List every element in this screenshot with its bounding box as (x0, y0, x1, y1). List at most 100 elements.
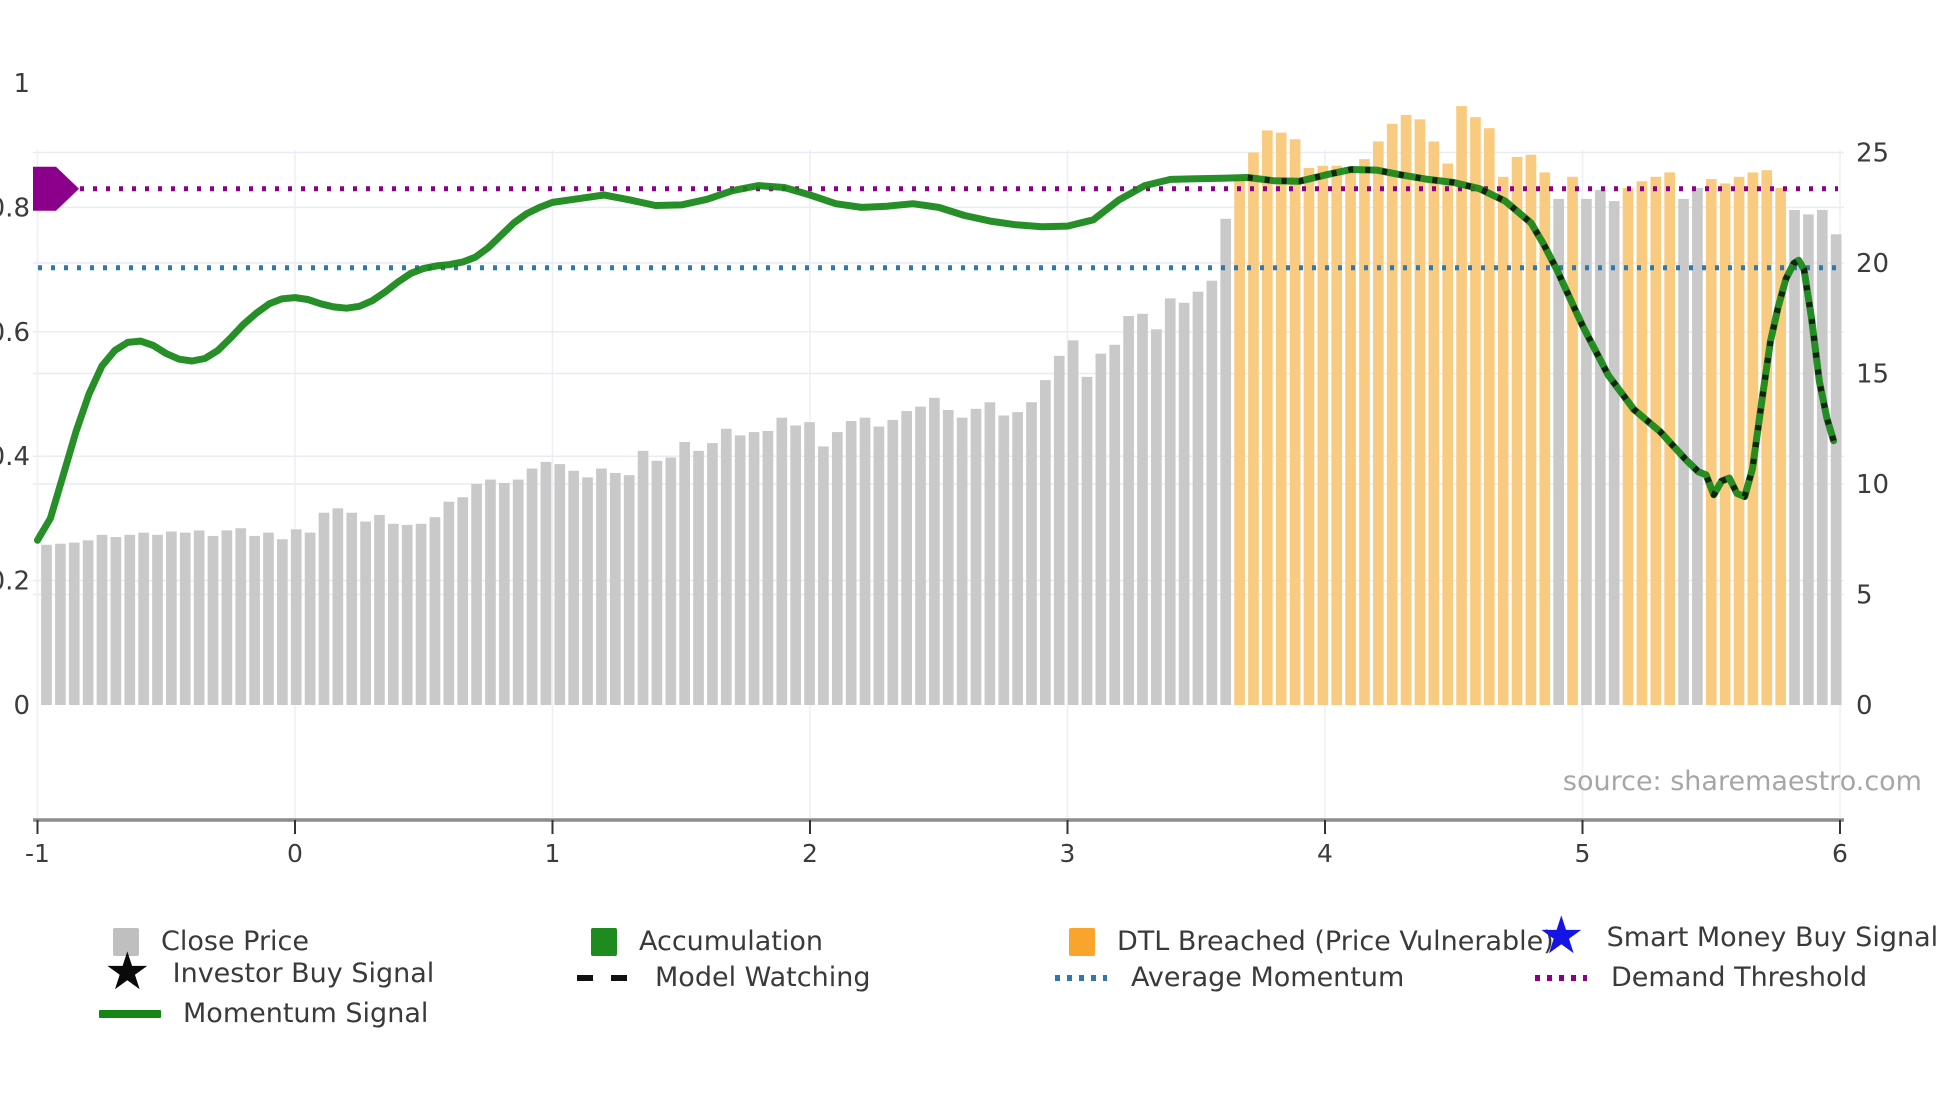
legend-item: Average Momentum (1053, 962, 1404, 993)
left-tick-label: 0.8 (0, 193, 30, 223)
bar-close-price (401, 524, 413, 705)
right-tick-label: 20 (1856, 249, 1889, 279)
bar-dtl-breached (1234, 176, 1245, 705)
bar-close-price (429, 517, 441, 705)
bar-close-price (55, 543, 66, 705)
bar-close-price (485, 479, 496, 705)
bar-close-price (96, 534, 108, 705)
bar-close-price (776, 417, 788, 705)
green-line-swatch (99, 1009, 161, 1018)
legend-item-label: Accumulation (639, 926, 823, 957)
legend-item: Model Watching (575, 962, 870, 993)
bar-dtl-breached (1345, 170, 1356, 705)
bar-close-price (1067, 340, 1079, 705)
bar-close-price (1123, 316, 1134, 705)
bar-dtl-breached (1650, 176, 1662, 705)
bar-close-price (235, 528, 247, 705)
bar-close-price (804, 422, 815, 705)
bar-close-price (651, 460, 663, 705)
bar-close-price (68, 542, 80, 705)
bar-close-price (1164, 298, 1176, 705)
bar-close-price (665, 457, 677, 705)
bar-dtl-breached (1414, 119, 1426, 706)
bar-close-price (1553, 198, 1565, 705)
bar-close-price (762, 430, 774, 705)
x-tick-label: -1 (25, 839, 50, 868)
bar-close-price (582, 477, 593, 705)
bar-close-price (720, 428, 732, 705)
left-tick-label: 0.6 (0, 318, 30, 348)
bar-close-price (859, 417, 871, 705)
bar-close-price (942, 409, 954, 705)
bar-dtl-breached (1248, 152, 1259, 705)
bar-close-price (82, 540, 94, 705)
x-tick-label: 5 (1575, 839, 1591, 868)
bar-dtl-breached (1372, 141, 1384, 705)
legend-item-label: Close Price (161, 926, 309, 957)
bar-close-price (1040, 380, 1051, 705)
bar-close-price (1803, 214, 1814, 705)
x-tick-label: 0 (287, 839, 303, 868)
bar-close-price (332, 508, 344, 705)
bar-close-price (318, 512, 330, 705)
bar-close-price (1081, 376, 1093, 705)
legend-item-label: Demand Threshold (1611, 962, 1868, 993)
x-tick-label: 2 (802, 839, 818, 868)
bar-dtl-breached (1483, 128, 1495, 705)
purple-dotted-swatch (1535, 974, 1587, 981)
bar-close-price (443, 501, 455, 705)
bar-close-price (1830, 234, 1842, 705)
bar-close-price (998, 415, 1010, 705)
legend-item: ★ Smart Money Buy Signal (1538, 905, 1938, 966)
bar-close-price (540, 461, 552, 705)
black-star-icon: ★ (104, 941, 151, 1002)
bar-close-price (1178, 302, 1190, 705)
bar-close-price (41, 544, 52, 705)
legend-item: Demand Threshold (1533, 962, 1867, 993)
bar-close-price (1095, 353, 1107, 705)
bar-dtl-breached (1497, 176, 1509, 705)
dtl-breached-swatch (1069, 927, 1095, 956)
legend-item: DTL Breached (Price Vulnerable) (1069, 926, 1554, 957)
bar-close-price (693, 450, 704, 705)
bar-close-price (124, 534, 136, 705)
blue-star-icon: ★ (1538, 905, 1585, 966)
x-tick-label: 4 (1317, 839, 1333, 868)
bar-close-price (956, 417, 968, 705)
bar-close-price (915, 406, 926, 705)
bar-close-price (290, 529, 302, 705)
right-tick-label: 0 (1856, 691, 1873, 721)
x-tick-label: 3 (1060, 839, 1076, 868)
bar-dtl-breached (1359, 159, 1370, 705)
bar-close-price (1816, 209, 1828, 705)
bar-close-price (193, 530, 205, 705)
bar-close-price (1137, 313, 1148, 705)
bar-close-price (1192, 291, 1204, 705)
bar-close-price (596, 468, 607, 705)
bar-close-price (388, 523, 399, 705)
blue-dotted-swatch (1055, 974, 1107, 981)
bar-dtl-breached (1733, 176, 1745, 705)
bar-close-price (360, 521, 371, 705)
right-tick-label: 25 (1856, 139, 1889, 169)
bar-close-price (249, 535, 260, 705)
bar-dtl-breached (1747, 172, 1759, 705)
bar-dtl-breached (1400, 114, 1412, 706)
left-tick-label: 1 (13, 69, 30, 99)
bar-close-price (498, 482, 510, 705)
bar-close-price (1220, 218, 1232, 706)
price-momentum-chart: -1012345600.20.40.60.810510152025source:… (0, 69, 1922, 868)
bar-close-price (221, 530, 233, 705)
bar-dtl-breached (1636, 181, 1648, 706)
bar-dtl-breached (1567, 176, 1578, 705)
close-price-swatch (113, 927, 139, 956)
bar-close-price (679, 442, 691, 705)
bar-close-price (1789, 209, 1800, 705)
bar-close-price (873, 426, 885, 705)
bar-close-price (471, 484, 482, 705)
right-tick-label: 10 (1856, 470, 1889, 500)
bar-close-price (166, 531, 177, 705)
x-tick-label: 6 (1832, 839, 1848, 868)
bar-close-price (110, 537, 122, 705)
bar-close-price (970, 408, 982, 705)
